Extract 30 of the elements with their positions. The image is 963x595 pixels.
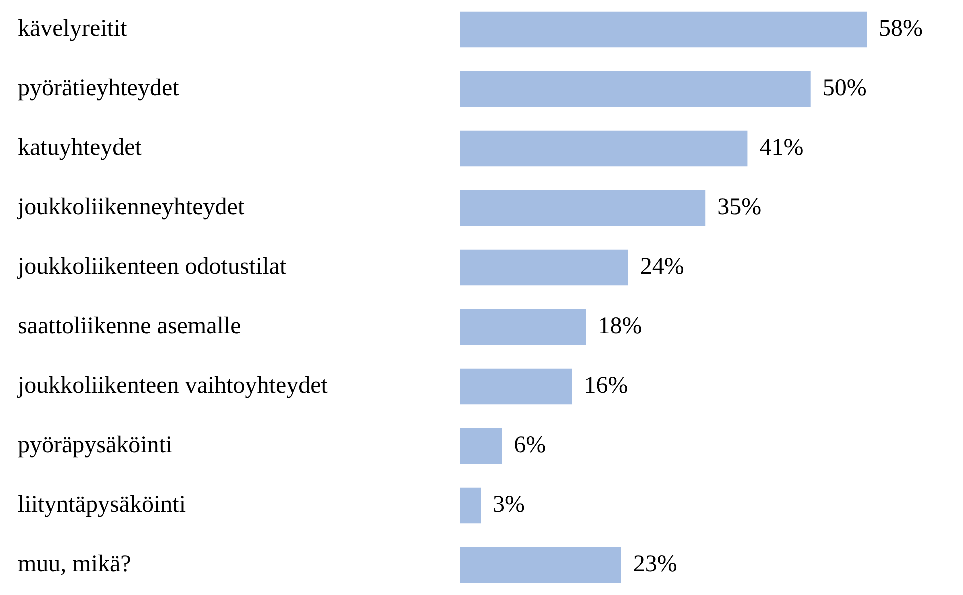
y-tick-label: kävelyreitit [18,16,128,42]
data-label: 6% [514,432,546,459]
data-label: 50% [822,76,867,102]
y-tick-label: joukkoliikenneyhteydet [17,194,245,221]
y-tick-label: muu, mikä? [18,552,132,578]
bar [460,428,502,464]
y-tick-label: saattoliikenne asemalle [18,314,242,340]
y-tick-label: joukkoliikenteen vaihtoyhteydet [17,373,328,400]
bar [460,309,586,346]
data-label: 16% [584,373,628,400]
bar [460,71,811,108]
data-label: 24% [640,254,684,280]
data-label: 23% [633,552,678,578]
bar [460,12,867,48]
y-tick-label: joukkoliikenteen odotustilat [17,254,287,280]
bar [460,250,628,286]
y-tick-label: pyöräpysäköinti [18,432,173,459]
bar [460,488,482,524]
bar [460,130,748,167]
y-tick-label: pyörätieyhteydet [18,76,180,102]
data-label: 41% [760,135,804,162]
y-tick-label: liityntäpysäköinti [18,492,186,518]
bar [460,190,706,226]
data-label: 3% [493,492,526,518]
bar [460,368,572,405]
y-tick-label: katuyhteydet [18,135,142,162]
data-label: 58% [879,16,923,42]
data-label: 18% [598,314,642,340]
data-label: 35% [718,194,762,221]
bar [460,547,622,584]
